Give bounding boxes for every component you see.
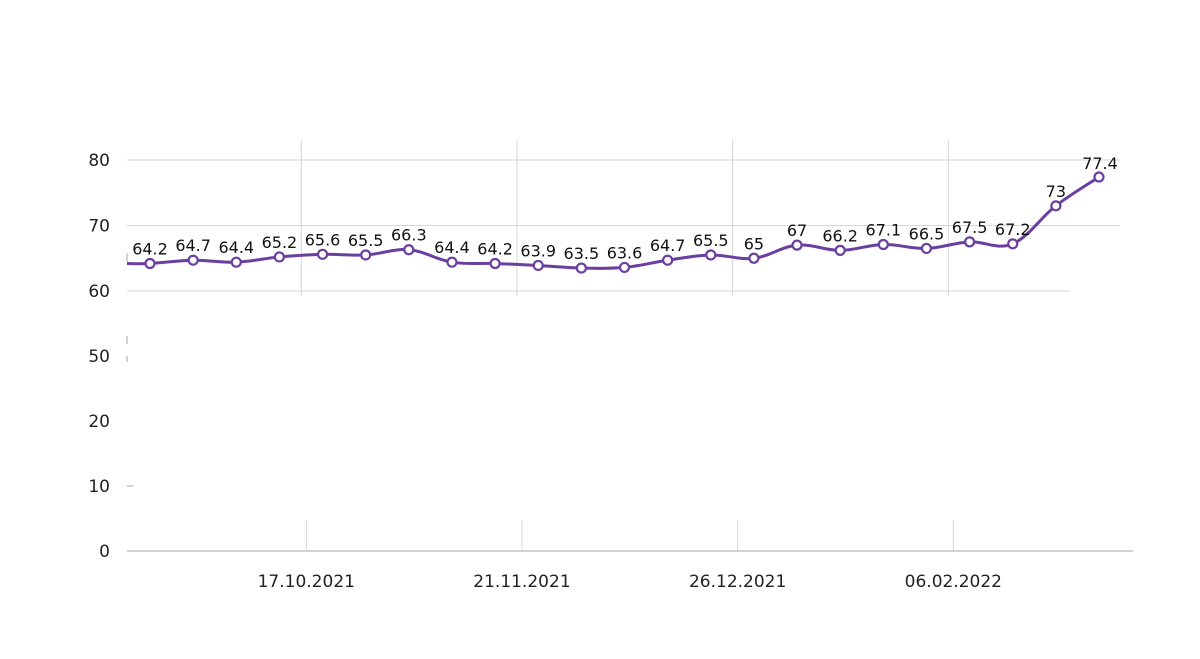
data-point [489,257,501,270]
data-point [1093,171,1105,183]
y-tick-label: 70 [88,217,110,237]
data-point [1007,238,1019,250]
data-point [618,261,631,274]
data-label: 64.4 [218,238,254,257]
axes [126,253,1133,552]
data-point [705,249,717,261]
data-point [575,262,587,274]
data-label: 65 [744,234,764,253]
data-label: 67.2 [995,220,1031,239]
data-label: 66.2 [822,226,858,245]
data-label: 63.9 [520,241,556,260]
data-label: 64.2 [132,239,168,258]
data-point [187,254,199,266]
data-point [316,248,329,260]
data-label: 64.2 [477,239,513,258]
data-point [360,249,372,261]
grid [127,140,1120,551]
y-tick-label: 0 [99,542,110,562]
x-tick-label: 26.12.2021 [689,572,786,592]
data-point [834,244,846,256]
data-points [144,171,1105,274]
data-label: 65.6 [305,230,341,249]
data-point [1050,200,1062,212]
data-label: 64.4 [434,238,470,257]
x-tick-label: 21.11.2021 [473,572,570,592]
y-tick-label: 10 [88,477,110,497]
x-axis-ticks: 17.10.2021 21.11.2021 26.12.2021 06.02.2022 [258,572,1002,592]
x-tick-label: 06.02.2022 [905,572,1002,592]
y-tick-label: 80 [88,151,110,171]
data-point [963,236,976,248]
data-point [791,239,803,251]
data-point [532,259,544,272]
data-label: 63.6 [607,243,643,262]
y-axis-ticks: 0 10 20 50 60 70 80 [88,151,110,562]
data-point [920,242,933,255]
data-point [144,257,156,270]
data-label: 65.5 [693,231,729,250]
data-point [446,256,458,268]
data-label: 77.4 [1082,154,1118,173]
x-tick-label: 17.10.2021 [258,572,355,592]
data-label: 67 [787,221,807,240]
data-label: 64.7 [650,236,686,255]
data-label: 65.5 [348,231,384,250]
data-label: 66.5 [909,224,945,243]
data-label: 66.3 [391,226,427,245]
data-point [403,244,415,256]
data-label: 67.1 [866,220,902,239]
data-label: 73 [1046,182,1066,201]
data-point [877,238,889,251]
y-tick-label: 20 [88,412,110,432]
data-label: 65.2 [262,233,298,252]
data-point [230,256,242,268]
y-tick-label: 50 [88,347,110,367]
data-point [748,252,760,264]
data-label: 63.5 [564,244,600,263]
data-labels: 64.2 64.7 64.4 65.2 65.6 65.5 66.3 64.4 64.2 63.9… [132,154,1118,263]
data-point [662,254,674,266]
y-tick-label: 60 [88,282,110,302]
data-point [273,251,286,263]
data-label: 64.7 [175,236,211,255]
data-label: 67.5 [952,218,988,237]
